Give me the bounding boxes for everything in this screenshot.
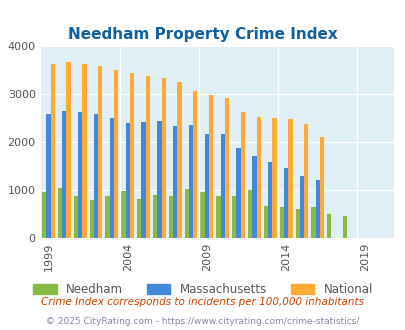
Bar bbox=[153, 194, 157, 238]
Legend: Needham, Massachusetts, National: Needham, Massachusetts, National bbox=[28, 278, 377, 301]
Bar bbox=[232, 196, 236, 238]
Bar bbox=[62, 111, 66, 238]
Bar bbox=[267, 162, 272, 238]
Bar bbox=[204, 134, 209, 238]
Bar bbox=[145, 76, 149, 238]
Bar bbox=[342, 216, 346, 238]
Text: Needham Property Crime Index: Needham Property Crime Index bbox=[68, 27, 337, 42]
Bar bbox=[200, 192, 204, 238]
Bar bbox=[157, 121, 161, 238]
Bar bbox=[236, 148, 240, 238]
Bar bbox=[283, 168, 288, 238]
Bar bbox=[326, 214, 330, 238]
Bar bbox=[216, 196, 220, 238]
Bar bbox=[272, 118, 276, 238]
Bar bbox=[240, 112, 244, 238]
Bar bbox=[303, 124, 308, 238]
Bar bbox=[188, 125, 193, 238]
Bar bbox=[220, 134, 224, 238]
Bar bbox=[78, 112, 82, 238]
Bar bbox=[114, 70, 118, 238]
Bar bbox=[224, 98, 228, 238]
Bar bbox=[105, 196, 109, 238]
Bar bbox=[137, 199, 141, 238]
Bar bbox=[130, 73, 134, 238]
Bar bbox=[311, 207, 315, 238]
Bar bbox=[263, 207, 267, 238]
Bar bbox=[90, 200, 94, 238]
Bar bbox=[279, 208, 283, 238]
Bar bbox=[193, 91, 197, 238]
Text: © 2025 CityRating.com - https://www.cityrating.com/crime-statistics/: © 2025 CityRating.com - https://www.city… bbox=[46, 317, 359, 326]
Bar bbox=[141, 122, 145, 238]
Text: Crime Index corresponds to incidents per 100,000 inhabitants: Crime Index corresponds to incidents per… bbox=[41, 297, 364, 307]
Bar bbox=[177, 82, 181, 238]
Bar bbox=[125, 123, 130, 238]
Bar bbox=[247, 190, 252, 238]
Bar bbox=[109, 118, 114, 238]
Bar bbox=[168, 196, 173, 238]
Bar bbox=[173, 126, 177, 238]
Bar bbox=[299, 176, 303, 238]
Bar bbox=[82, 64, 86, 238]
Bar bbox=[121, 191, 125, 238]
Bar bbox=[46, 114, 51, 238]
Bar bbox=[209, 95, 213, 238]
Bar bbox=[74, 196, 78, 238]
Bar bbox=[319, 137, 324, 238]
Bar bbox=[66, 62, 70, 238]
Bar bbox=[98, 66, 102, 238]
Bar bbox=[184, 189, 188, 238]
Bar bbox=[295, 209, 299, 238]
Bar bbox=[288, 119, 292, 238]
Bar bbox=[252, 156, 256, 238]
Bar bbox=[51, 64, 55, 238]
Bar bbox=[42, 192, 46, 238]
Bar bbox=[58, 188, 62, 238]
Bar bbox=[256, 117, 260, 238]
Bar bbox=[161, 78, 165, 238]
Bar bbox=[315, 180, 319, 238]
Bar bbox=[94, 114, 98, 238]
